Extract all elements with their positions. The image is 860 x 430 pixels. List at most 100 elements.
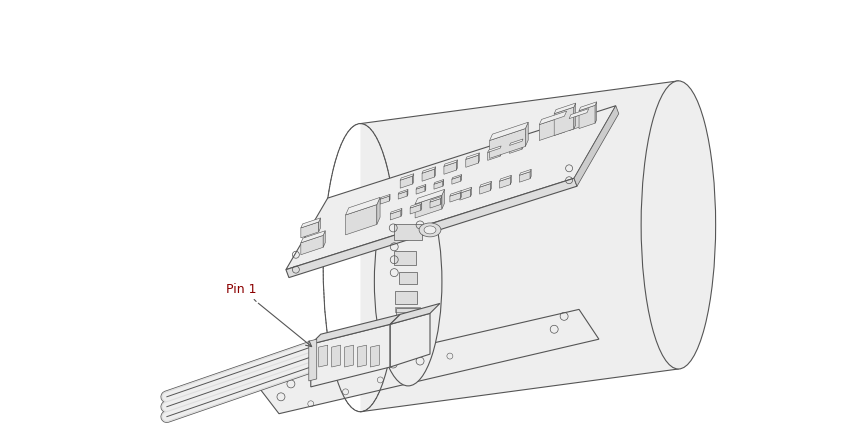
Bar [396, 328, 415, 340]
Polygon shape [554, 103, 575, 114]
Ellipse shape [419, 223, 441, 237]
Polygon shape [444, 160, 458, 166]
Polygon shape [410, 205, 421, 214]
Bar [394, 224, 422, 240]
Polygon shape [400, 176, 413, 188]
Polygon shape [466, 153, 479, 160]
Polygon shape [510, 175, 512, 184]
Polygon shape [286, 106, 616, 270]
Polygon shape [398, 190, 408, 194]
Polygon shape [422, 169, 434, 181]
Polygon shape [390, 210, 401, 220]
Bar [396, 308, 420, 320]
Polygon shape [444, 162, 457, 174]
Polygon shape [422, 167, 436, 173]
Polygon shape [579, 102, 597, 111]
Polygon shape [358, 345, 366, 367]
Polygon shape [413, 174, 414, 184]
Polygon shape [509, 139, 523, 145]
Polygon shape [509, 141, 522, 154]
Polygon shape [301, 222, 319, 238]
Polygon shape [380, 194, 390, 199]
Ellipse shape [424, 226, 436, 234]
Polygon shape [390, 209, 402, 214]
Polygon shape [346, 197, 380, 215]
Polygon shape [460, 187, 471, 193]
Polygon shape [323, 231, 325, 247]
Polygon shape [450, 193, 461, 202]
Polygon shape [595, 102, 597, 123]
Polygon shape [564, 111, 567, 132]
Polygon shape [569, 109, 589, 119]
Polygon shape [345, 345, 353, 367]
Polygon shape [489, 122, 528, 141]
Polygon shape [554, 107, 574, 135]
Polygon shape [500, 178, 510, 188]
Polygon shape [569, 113, 587, 131]
Polygon shape [470, 187, 471, 197]
Polygon shape [450, 190, 462, 196]
Bar [399, 272, 417, 283]
Polygon shape [500, 175, 512, 181]
Polygon shape [480, 181, 491, 187]
Polygon shape [430, 199, 440, 208]
Polygon shape [530, 169, 531, 178]
Polygon shape [309, 339, 316, 381]
Ellipse shape [399, 340, 417, 354]
Polygon shape [442, 189, 445, 209]
Polygon shape [346, 205, 377, 235]
Ellipse shape [641, 81, 716, 369]
Polygon shape [410, 203, 421, 208]
Polygon shape [332, 345, 341, 367]
Polygon shape [519, 172, 530, 182]
Polygon shape [434, 181, 443, 189]
Bar [396, 319, 420, 324]
Bar [394, 251, 416, 265]
Ellipse shape [374, 177, 442, 386]
Polygon shape [400, 174, 414, 180]
Polygon shape [401, 209, 402, 216]
Polygon shape [587, 109, 589, 125]
Polygon shape [416, 184, 426, 189]
Polygon shape [286, 178, 577, 278]
Polygon shape [488, 146, 501, 152]
Polygon shape [390, 304, 440, 324]
Bar [396, 291, 417, 304]
Polygon shape [490, 181, 491, 190]
Polygon shape [301, 235, 323, 255]
Polygon shape [319, 345, 328, 367]
Polygon shape [310, 324, 390, 387]
Polygon shape [488, 148, 501, 160]
Polygon shape [480, 184, 490, 194]
Polygon shape [380, 196, 390, 204]
Polygon shape [522, 139, 523, 149]
Polygon shape [574, 106, 619, 186]
Polygon shape [301, 218, 321, 228]
Polygon shape [415, 195, 442, 218]
Ellipse shape [393, 336, 423, 358]
Polygon shape [434, 167, 436, 177]
Polygon shape [539, 116, 564, 141]
Polygon shape [310, 314, 400, 344]
Polygon shape [434, 179, 444, 184]
Polygon shape [440, 197, 442, 205]
Polygon shape [525, 122, 528, 147]
Polygon shape [452, 176, 461, 184]
Polygon shape [390, 313, 430, 367]
Polygon shape [489, 129, 525, 158]
Polygon shape [452, 175, 462, 179]
Polygon shape [377, 197, 380, 224]
Polygon shape [398, 191, 407, 199]
Polygon shape [478, 153, 479, 163]
Polygon shape [360, 81, 679, 412]
Text: Pin 1: Pin 1 [226, 283, 257, 296]
Polygon shape [460, 190, 470, 200]
Polygon shape [461, 190, 462, 199]
Polygon shape [416, 186, 425, 194]
Polygon shape [256, 310, 599, 414]
Polygon shape [301, 231, 325, 243]
Bar [396, 307, 420, 312]
Polygon shape [430, 197, 442, 202]
Polygon shape [457, 160, 458, 170]
Polygon shape [466, 155, 478, 167]
